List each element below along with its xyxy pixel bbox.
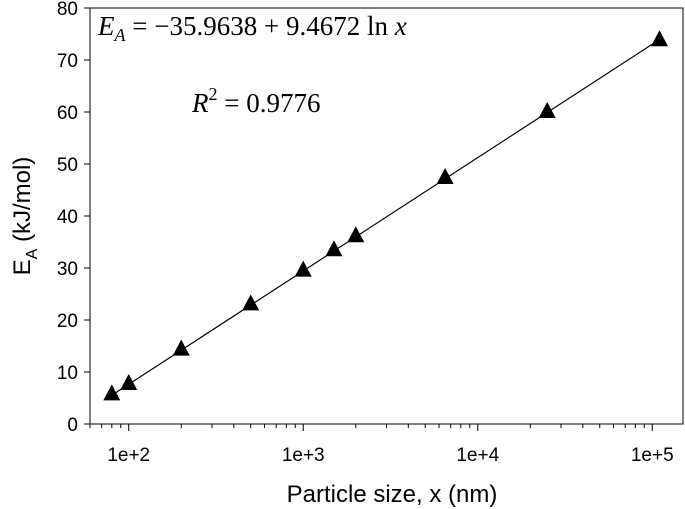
y-tick-label: 70 [57,51,78,72]
y-tick-label: 60 [57,103,78,124]
data-point [120,373,138,390]
data-point [103,384,121,401]
y-tick-label: 0 [67,415,78,436]
data-point [650,30,668,47]
x-tick-label: 1e+4 [456,445,499,466]
plot-frame [89,7,684,425]
y-axis-title: EA (kJ/mol) [9,157,41,276]
y-tick-label: 50 [57,155,78,176]
x-axis-title: Particle size, x (nm) [287,481,498,508]
ticks: 0 10 20 30 40 50 60 70 80 1e+2 1e+3 1e+4 1e+5 [57,0,674,466]
x-tick-label: 1e+2 [107,445,150,466]
fit-line-group [111,39,660,396]
regression-line [111,39,660,396]
y-tick-label: 20 [57,311,78,332]
y-tick-label: 10 [57,363,78,384]
y-tick-label: 30 [57,259,78,280]
regression-equation: EA = −35.9638 + 9.4672 ln x [97,11,407,45]
data-point [325,240,343,257]
y-tick-label: 80 [57,0,78,20]
y-tick-label: 40 [57,207,78,228]
r-squared: R2 = 0.9776 [191,84,320,118]
data-point [172,339,190,356]
x-tick-label: 1e+3 [282,445,325,466]
data-points [103,30,668,401]
data-point [242,294,260,311]
data-point [538,101,556,118]
data-point [436,168,454,185]
data-point [294,260,312,277]
data-point [347,226,365,243]
x-tick-label: 1e+5 [631,445,674,466]
